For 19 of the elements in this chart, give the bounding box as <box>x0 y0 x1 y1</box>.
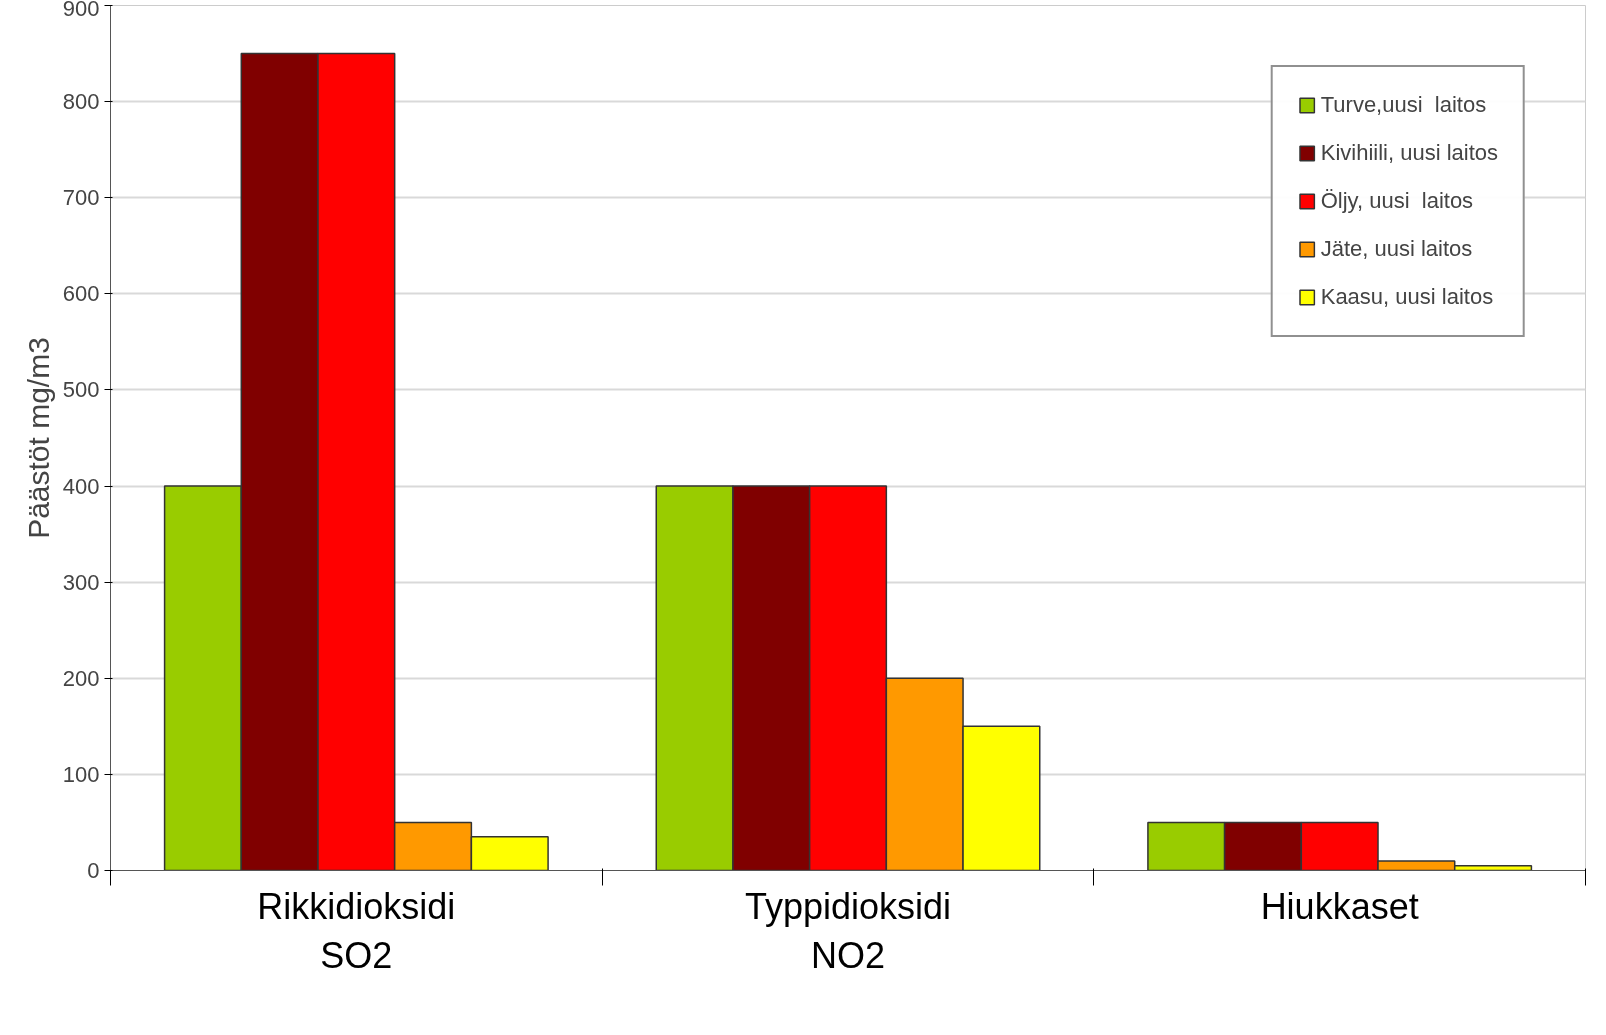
x-tick-label: Hiukkaset <box>1260 885 1419 927</box>
legend-label: Kaasu, uusi laitos <box>1320 284 1494 310</box>
y-tick-label: 0 <box>87 858 100 883</box>
y-tick-label: 200 <box>62 665 100 691</box>
y-tick-label: 100 <box>62 761 100 787</box>
y-tick-label: 300 <box>62 569 100 595</box>
x-tick-label: Rikkidioksidi SO2 <box>257 885 456 976</box>
y-tick-label: 500 <box>62 377 100 403</box>
y-tick-label: 600 <box>62 281 100 307</box>
x-tick-label: Typpidioksidi NO2 <box>744 885 952 976</box>
legend-label: Jäte, uusi laitos <box>1320 236 1473 262</box>
y-tick-label: 400 <box>62 473 100 499</box>
legend-label: Kivihiili, uusi laitos <box>1320 140 1498 166</box>
y-tick-label: 700 <box>62 185 100 211</box>
y-tick-label: 900 <box>62 0 100 21</box>
y-tick-label: 800 <box>62 89 100 115</box>
legend-label: Turve,uusi laitos <box>1320 92 1487 118</box>
legend-label: Öljy, uusi laitos <box>1320 188 1474 214</box>
y-axis-title: Päästöt mg/m3 <box>21 337 55 539</box>
